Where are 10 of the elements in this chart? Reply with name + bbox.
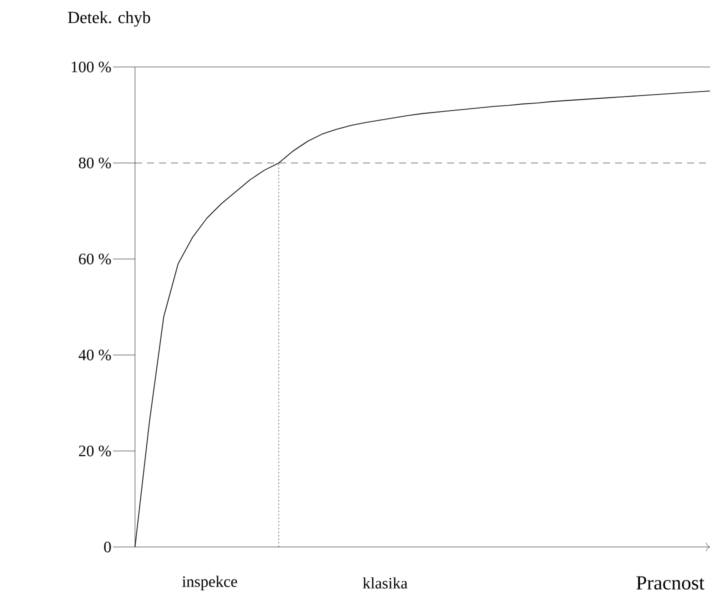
y-tick-label: 20 % — [78, 446, 111, 456]
y-axis-title: Detek. chyb — [68, 11, 150, 27]
text: inspekce — [182, 576, 238, 590]
y-tick-label: 0 — [104, 542, 111, 552]
y-tick-label: 80 % — [78, 158, 111, 168]
x-axis-title: Pracnost — [636, 576, 704, 590]
y-tick-label: 40 % — [78, 350, 111, 360]
y-tick-label: 60 % — [78, 254, 111, 264]
y-tick-label: 100 % — [72, 62, 111, 72]
text: klasika — [362, 577, 408, 589]
